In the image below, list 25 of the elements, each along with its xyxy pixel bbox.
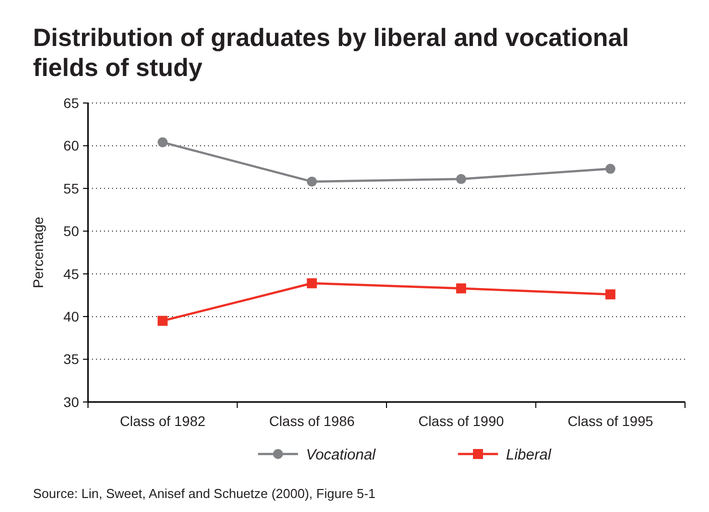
y-axis-title: Percentage [30, 216, 46, 288]
x-tick-label: Class of 1995 [568, 413, 654, 429]
x-tick-label: Class of 1986 [269, 413, 355, 429]
y-tick-label: 60 [63, 138, 80, 154]
point [158, 316, 168, 326]
y-tick-label: 35 [63, 351, 80, 368]
y-tick-label: 40 [63, 308, 80, 324]
legend-label: Vocational [306, 446, 376, 464]
y-tick-label: 30 [63, 394, 80, 410]
y-tick-label: 45 [63, 266, 80, 282]
point [605, 164, 616, 174]
source-note: Source: Lin, Sweet, Anisef and Schuetze (2000), Figure 5-1 [33, 486, 376, 501]
y-tick-label: 65 [63, 94, 80, 111]
y-tick-label: 50 [63, 223, 80, 240]
point [456, 174, 466, 184]
legend-label: Liberal [506, 446, 552, 464]
y-tick-label: 55 [63, 180, 80, 196]
point [456, 283, 466, 294]
point [306, 176, 317, 187]
x-tick-label: Class of 1990 [418, 413, 504, 429]
chart-title: Distribution of graduates by liberal and vocational fields of study [33, 24, 629, 82]
x-tick-label: Class of 1982 [120, 413, 206, 429]
point [306, 278, 317, 288]
point [158, 137, 168, 148]
point [605, 289, 616, 300]
